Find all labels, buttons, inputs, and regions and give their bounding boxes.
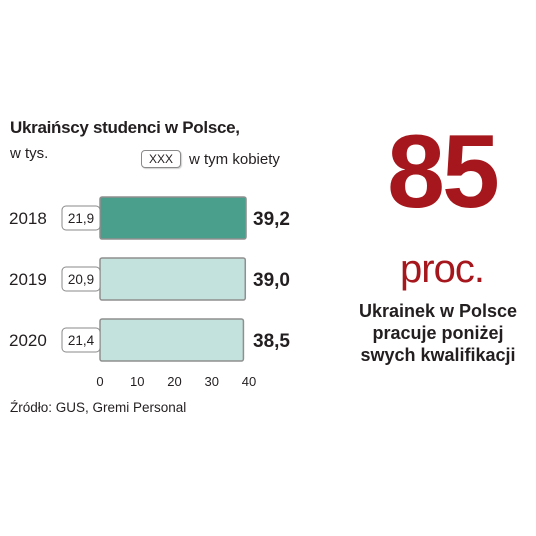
- stat-description-line: Ukrainek w Polsce: [358, 301, 518, 321]
- women-value-box: [61, 327, 101, 353]
- women-value-box: [61, 205, 101, 231]
- bar-value-label: 39,0: [253, 270, 290, 291]
- stat-value: 85: [387, 114, 500, 230]
- category-label: 2020: [9, 331, 47, 350]
- women-value-label: 21,9: [68, 211, 94, 226]
- x-tick-label: 30: [205, 374, 219, 389]
- category-label: 2018: [9, 209, 47, 228]
- stat-description-line: pracuje poniżej: [372, 323, 504, 343]
- stat-unit: proc.: [400, 247, 485, 291]
- chart-title: Ukraińscy studenci w Polsce,: [10, 118, 240, 137]
- x-tick-label: 0: [96, 374, 103, 389]
- bar: [99, 318, 245, 362]
- category-label: 2019: [9, 270, 47, 289]
- chart-subtitle: w tys.: [10, 145, 49, 162]
- legend-swatch: XXX: [141, 150, 182, 168]
- bar-chart: 2018 39,2 21,9 2019 39,0 20,9 2020 38,5 21,4 0 10 2…: [9, 196, 290, 389]
- x-tick-label: 20: [167, 374, 181, 389]
- x-tick-label: 40: [242, 374, 256, 389]
- bar-value-label: 38,5: [253, 331, 290, 352]
- women-value-label: 20,9: [68, 272, 94, 287]
- source-note: Źródło: GUS, Gremi Personal: [10, 400, 187, 415]
- women-value-label: 21,4: [68, 333, 95, 348]
- legend-label: w tym kobiety: [189, 150, 280, 168]
- stat-description-line: swych kwalifikacji: [360, 345, 516, 365]
- women-value-box: [61, 266, 101, 292]
- bar: [99, 257, 247, 301]
- stat-description: Ukrainek w Polsce pracuje poniżej swych …: [318, 300, 536, 366]
- x-tick-label: 10: [130, 374, 144, 389]
- bar-value-label: 39,2: [253, 209, 290, 230]
- legend: XXX w tym kobiety: [141, 150, 280, 168]
- bar: [99, 196, 247, 240]
